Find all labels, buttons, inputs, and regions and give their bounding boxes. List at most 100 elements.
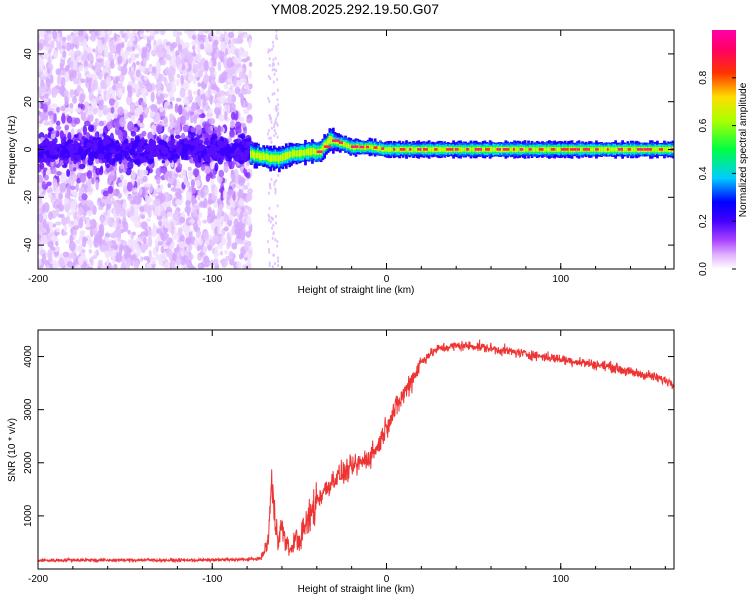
spectrogram-noise-cell [94,30,99,37]
spectrogram-speckle [268,206,271,210]
spectrogram-speckle [272,80,275,84]
spectrogram-peak [474,148,483,151]
spectrogram-noise-cell [69,43,75,50]
spectrogram-noise-cell [248,38,252,49]
spectrogram-noise-cell [73,167,77,172]
spectrogram-noise-cell [217,206,223,218]
spectrogram-speckle [272,223,275,228]
spectrogram-noise-cell [214,245,219,256]
spectrogram-noise-core [112,157,117,163]
spectrogram-noise-cell [184,228,189,238]
snr-y-tick-label: 4000 [23,345,34,368]
spectrogram-noise-cell [203,132,210,138]
spectrogram-noise-core [77,147,84,155]
spectrogram-noise-cell [159,193,166,204]
spectrogram-noise-cell [46,181,52,187]
spectrogram-noise-cell [243,265,248,269]
spectrogram-noise-cell [73,117,81,125]
spectrogram-noise-core [110,142,116,148]
spectrogram-noise-core [47,132,52,139]
spectrogram-signal-band [291,149,295,158]
spectrogram-signal-band [558,147,562,152]
spectrogram-noise-cell [105,76,112,87]
spectrogram-noise-cell [230,111,236,120]
spectrogram-signal-band [488,147,492,152]
spectrogram-speckle [274,191,277,195]
spectrogram-noise-core [236,147,241,156]
spectrogram-signal-band [328,136,332,144]
spectrogram-noise-cell [156,241,164,246]
spectrogram-noise-core [87,157,94,166]
spectrogram-signal-band [544,147,548,152]
spectrogram-noise-cell [229,129,235,138]
spectrogram-signal-band [251,150,255,158]
spectrogram-noise-cell [191,40,198,46]
spectrogram-noise-cell [77,206,84,216]
spectrogram-noise-cell [186,51,192,60]
spectrogram-noise-cell [197,255,203,261]
spectrogram-noise-cell [197,193,201,201]
spectrogram-noise-core [181,143,187,149]
spectrogram-noise-cell [141,221,148,230]
spectrogram-speckle [268,63,271,68]
spectrogram-peak [650,148,653,151]
spectrogram-noise-cell [165,41,172,46]
spectrogram-signal-band [615,147,619,152]
spectrogram-noise-cell [106,203,112,210]
spectrogram-noise-cell [184,205,191,214]
spectrogram-noise-cell [151,228,157,235]
spectrogram-signal-band [460,146,464,153]
spectrogram-signal-band [309,148,313,156]
spectrogram-noise-core [149,140,157,145]
spectrogram-speckle [273,133,276,138]
spectrogram-noise-cell [43,115,49,121]
spectrogram-signal-band [610,147,614,152]
spectrogram-speckle [275,121,278,125]
spectrogram-noise-cell [215,30,221,35]
spectrogram-noise-cell [174,209,179,215]
spectrogram-speckle [270,120,273,124]
spectrogram-signal-band [326,139,330,148]
spectrogram-noise-cell [203,231,209,240]
spectrogram-noise-cell [230,171,236,181]
spectrogram-noise-cell [248,61,253,67]
spectrogram-noise-cell [212,234,219,244]
spectrogram-noise-core [234,155,240,162]
spectrogram-signal-band [581,146,584,153]
spectrogram-noise-cell [38,71,43,76]
spectrogram-y-label: Frequency (Hz) [7,116,18,185]
spectrogram-noise-cell [107,262,112,269]
spectrogram-noise-cell [65,42,72,52]
spectrogram-noise-cell [82,205,87,217]
spectrogram-signal-band [556,147,560,152]
spectrogram-signal-band [492,147,496,152]
spectrogram-signal-band [276,154,279,162]
spectrogram-noise-cell [72,173,78,182]
spectrogram-noise-cell [65,65,70,71]
spectrogram-signal-band [593,147,597,152]
spectrogram-speckle [267,96,270,101]
spectrogram-noise-cell [62,251,70,258]
spectrogram-y-tick-label: -20 [23,190,34,205]
spectrogram-noise-cell [67,131,72,141]
spectrogram-noise-cell [98,95,103,100]
spectrogram-noise-cell [92,205,97,216]
spectrogram-noise-cell [165,66,170,76]
spectrogram-noise-core [174,134,181,139]
spectrogram-noise-cell [174,124,181,136]
spectrogram-peak [576,148,581,151]
spectrogram-noise-cell [222,189,228,201]
spectrogram-signal-band [603,146,607,153]
spectrogram-noise-core [63,157,69,166]
spectrogram-noise-cell [38,174,44,186]
spectrogram-peak [422,148,428,151]
spectrogram-signal-band [514,146,518,153]
spectrogram-noise-core [244,138,252,142]
spectrogram-noise-cell [197,237,203,246]
spectrogram-noise-cell [149,204,155,211]
spectrogram-noise-cell [112,221,117,229]
spectrogram-noise-core [139,152,146,157]
spectrogram-speckle [274,221,277,225]
